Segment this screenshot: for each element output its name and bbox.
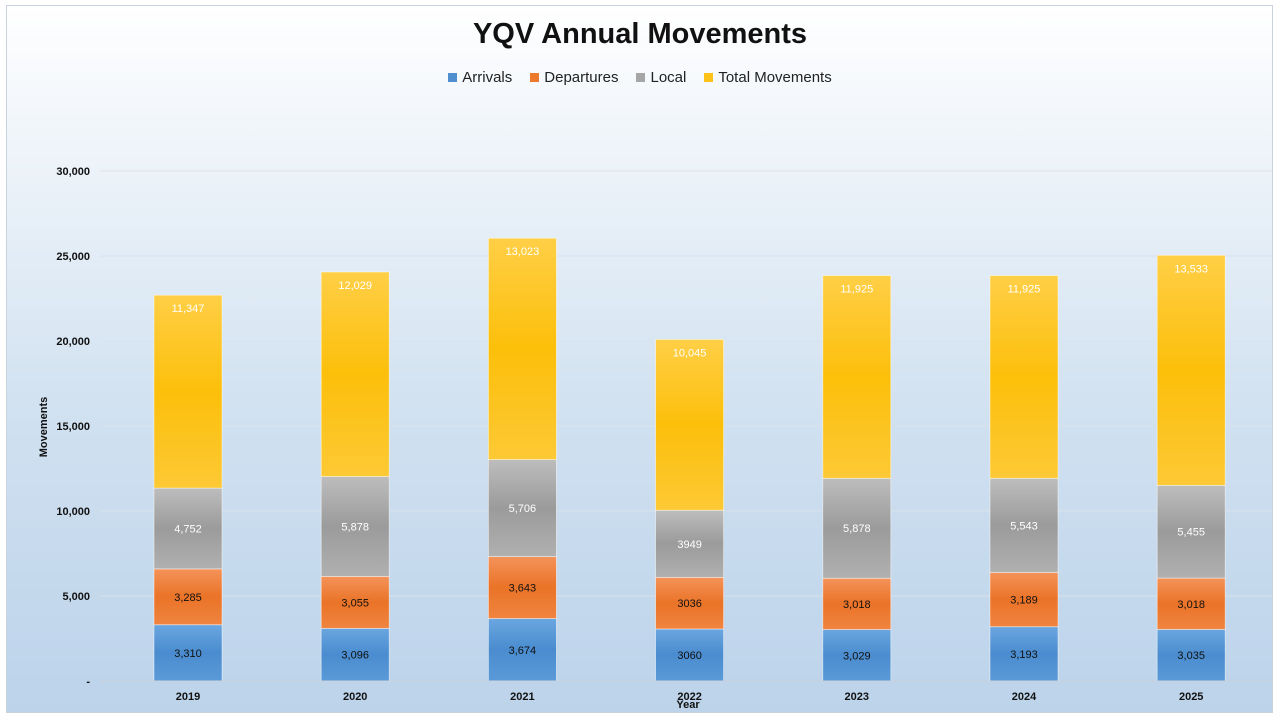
legend-label-local: Local [650, 69, 687, 86]
data-label: 3,018 [843, 599, 871, 611]
y-tick-label: 10,000 [56, 506, 90, 518]
legend-item-total-movements: Total Movements [704, 69, 832, 86]
y-tick-label: - [86, 676, 90, 688]
legend-item-departures: Departures [530, 69, 618, 86]
data-label: 3,310 [174, 648, 202, 660]
legend: Arrivals Departures Local Total Movement… [0, 69, 1280, 86]
data-label: 3,018 [1177, 599, 1205, 611]
data-label: 11,925 [840, 284, 873, 296]
bar-segment-departures [320, 576, 390, 629]
x-tick-label: 2024 [1012, 691, 1037, 703]
bar-segment-departures [487, 556, 557, 619]
bar-segment-local [487, 459, 557, 558]
legend-swatch-total-movements [704, 73, 714, 82]
data-label: 5,878 [341, 521, 369, 533]
bar-segment-departures [655, 576, 724, 630]
legend-swatch-arrivals [448, 73, 458, 82]
x-tick-label: 2021 [510, 691, 534, 703]
bar-segment-departures [1156, 577, 1226, 630]
data-label: 13,023 [506, 246, 540, 258]
bar-segment-departures [989, 572, 1059, 628]
legend-item-arrivals: Arrivals [448, 69, 512, 86]
y-tick-label: 15,000 [56, 421, 90, 433]
legend-label-departures: Departures [544, 69, 619, 86]
data-label: 5,543 [1010, 520, 1038, 532]
data-label: 3949 [677, 539, 701, 551]
bar-segment-total-movements [1156, 254, 1226, 486]
bar-segment-local [153, 487, 223, 570]
bar-segment-total-movements [822, 275, 892, 479]
bar-segment-local [989, 477, 1059, 573]
data-label: 5,878 [843, 523, 871, 535]
legend-label-arrivals: Arrivals [462, 69, 513, 86]
data-label: 3,096 [341, 650, 369, 662]
legend-item-local: Local [636, 69, 686, 86]
y-tick-label: 20,000 [56, 336, 90, 348]
data-label: 5,706 [509, 503, 537, 515]
y-tick-label: 5,000 [62, 591, 90, 603]
bar-segment-total-movements [655, 339, 724, 511]
bar-segment-total-movements [487, 237, 557, 461]
data-label: 3,643 [509, 583, 537, 595]
data-label: 3,674 [509, 645, 537, 657]
legend-swatch-departures [530, 73, 540, 82]
chart-title: YQV Annual Movements [472, 18, 808, 50]
x-tick-label: 2023 [845, 691, 869, 703]
bar-segment-departures [822, 577, 892, 630]
data-label: 10,045 [673, 347, 707, 359]
x-tick-label: 2022 [677, 691, 701, 703]
bar-segment-total-movements [153, 294, 223, 489]
bar-segment-arrivals [989, 626, 1059, 682]
bar-segment-local [655, 509, 724, 578]
x-tick-label: 2025 [1179, 691, 1203, 703]
data-label: 11,347 [172, 303, 205, 315]
data-label: 3,029 [843, 650, 871, 662]
bar-segment-departures [153, 568, 223, 626]
data-label: 5,455 [1177, 527, 1205, 539]
bar-segment-total-movements [989, 275, 1059, 479]
data-label: 3,055 [341, 597, 369, 609]
data-label: 3,285 [174, 592, 202, 604]
x-tick-label: 2019 [176, 691, 200, 703]
data-label: 13,533 [1174, 263, 1208, 275]
data-label: 3,035 [1177, 650, 1205, 662]
data-label: 4,752 [174, 523, 202, 535]
bar-segment-arrivals [320, 627, 390, 682]
x-tick-label: 2020 [343, 691, 367, 703]
legend-swatch-local [636, 73, 646, 82]
data-label: 12,029 [338, 280, 372, 292]
bar-segment-local [822, 477, 892, 579]
bar-segment-arrivals [487, 618, 557, 682]
data-label: 3060 [677, 650, 701, 662]
x-axis-title: Year [676, 699, 700, 711]
data-label: 3,189 [1010, 595, 1038, 607]
data-label: 3036 [677, 598, 701, 610]
data-label: 3,193 [1010, 649, 1038, 661]
y-axis-title: Movements [38, 397, 50, 458]
data-label: 11,925 [1008, 284, 1041, 296]
bar-segment-local [1156, 484, 1226, 579]
legend-label-total-movements: Total Movements [718, 69, 832, 86]
bar-segment-arrivals [822, 629, 892, 682]
y-tick-label: 25,000 [56, 251, 90, 263]
bar-segment-arrivals [153, 624, 223, 682]
bar-segment-total-movements [320, 271, 390, 477]
y-tick-label: 30,000 [56, 166, 90, 178]
